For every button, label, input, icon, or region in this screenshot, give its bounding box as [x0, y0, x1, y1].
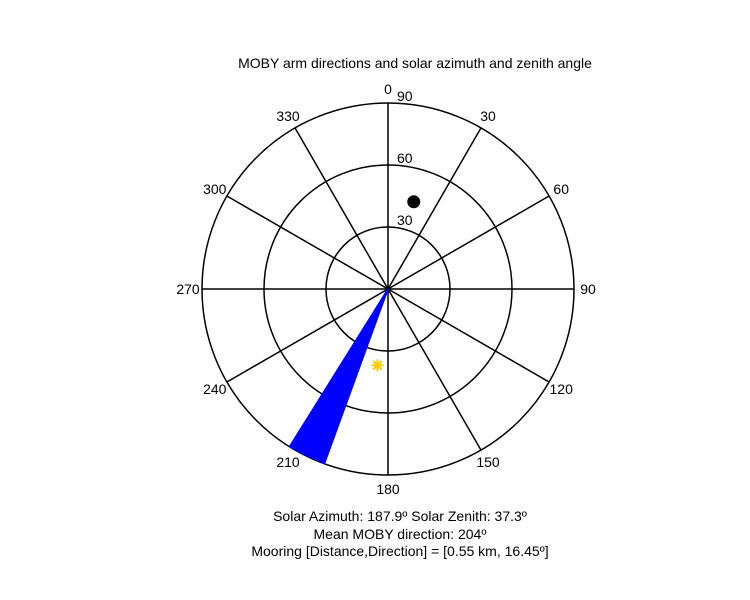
angle-spoke-60 — [387, 195, 550, 290]
angle-tick-label-30: 30 — [480, 108, 496, 124]
moby-arm-fan — [288, 288, 389, 465]
angle-tick-label-330: 330 — [276, 108, 300, 124]
angle-tick-label-240: 240 — [203, 381, 227, 397]
data-points — [371, 195, 421, 372]
angle-tick-label-300: 300 — [203, 181, 227, 197]
angle-spoke-300 — [226, 195, 389, 290]
sun-marker — [371, 359, 384, 372]
sun-marker-core — [374, 362, 381, 369]
angle-tick-label-150: 150 — [476, 454, 500, 470]
angle-spoke-330 — [294, 127, 389, 290]
moby-arm-fan-fill — [288, 288, 389, 465]
angle-tick-label-180: 180 — [376, 481, 400, 497]
angle-tick-label-0: 0 — [384, 81, 392, 97]
radial-tick-label-90: 90 — [397, 88, 413, 104]
angle-tick-label-90: 90 — [580, 281, 596, 297]
angle-spoke-240 — [226, 288, 389, 383]
angle-spoke-30 — [387, 127, 482, 290]
angle-tick-label-60: 60 — [553, 181, 569, 197]
mooring-point — [407, 195, 421, 209]
radial-tick-label-30: 30 — [397, 212, 413, 228]
angle-tick-label-120: 120 — [550, 381, 574, 397]
mooring-caption: Mooring [Distance,Direction] = [0.55 km,… — [251, 543, 549, 559]
angle-tick-label-210: 210 — [276, 454, 300, 470]
angle-spoke-120 — [387, 288, 550, 383]
angle-spoke-150 — [387, 288, 482, 451]
tick-labels: 0 30 60 90 120 150 180 210 240 270 300 330 30 60 90 — [176, 81, 596, 497]
radial-tick-label-60: 60 — [397, 150, 413, 166]
solar-caption: Solar Azimuth: 187.9º Solar Zenith: 37.3… — [273, 508, 527, 524]
chart-title: MOBY arm directions and solar azimuth an… — [238, 55, 592, 71]
angle-tick-label-270: 270 — [176, 281, 200, 297]
moby-direction-caption: Mean MOBY direction: 204º — [313, 526, 487, 542]
